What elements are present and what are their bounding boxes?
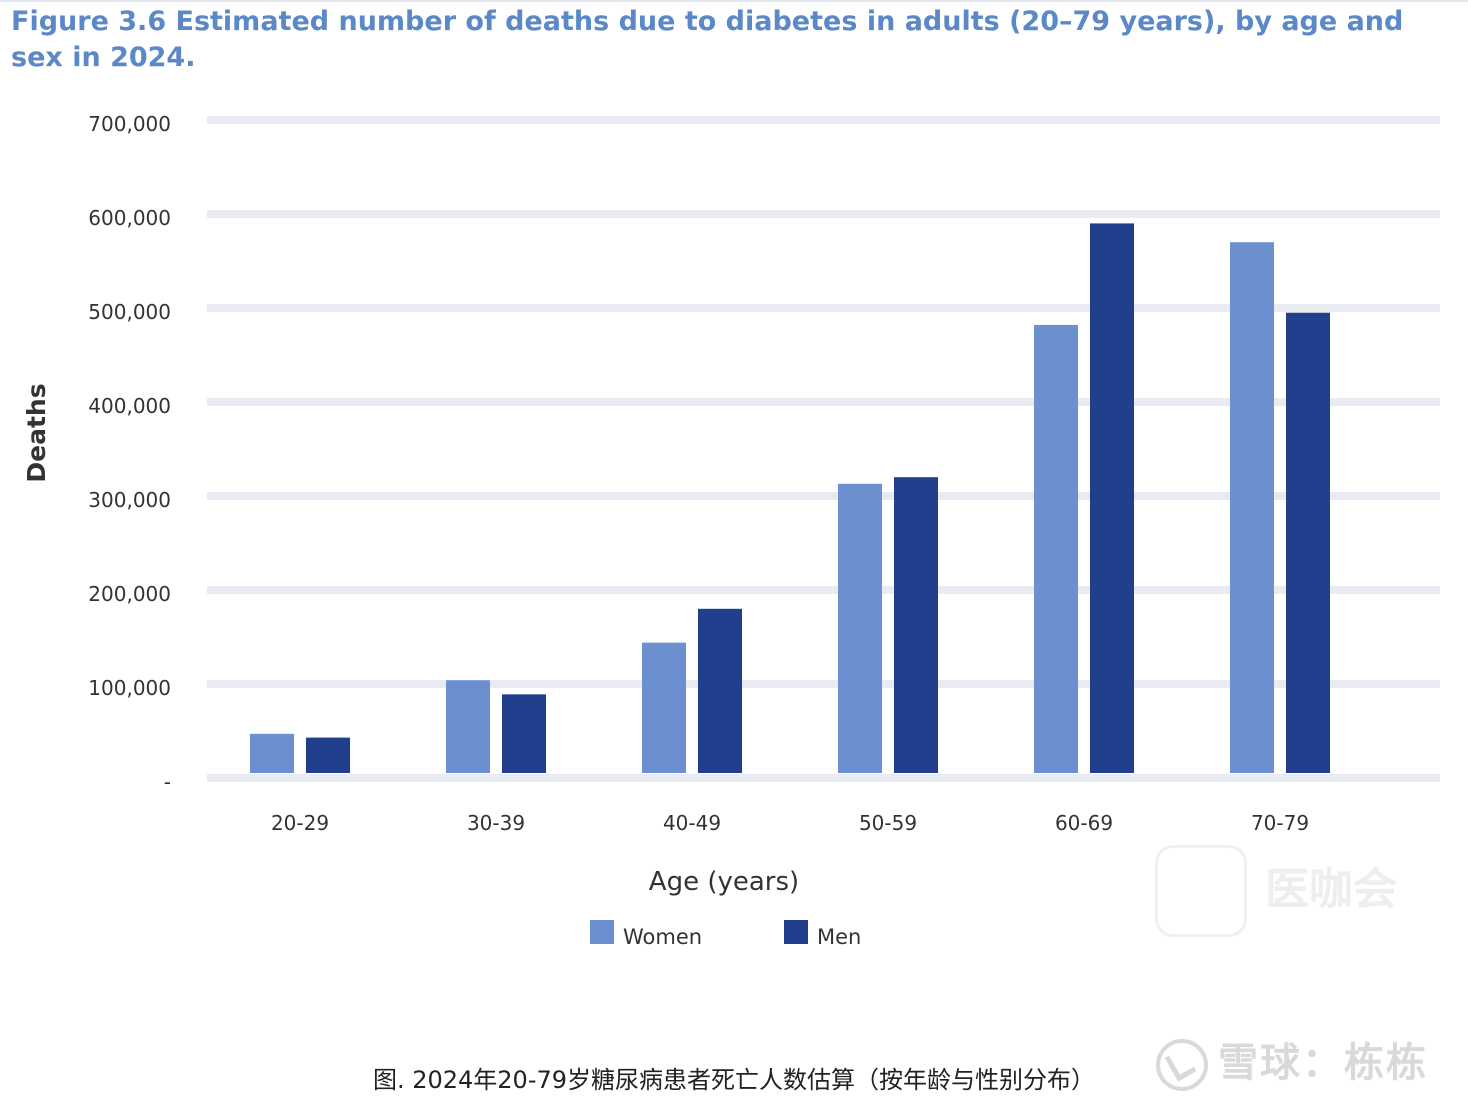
bar-chart: - 100,000 200,000 300,000 400,000 500,000 600,… <box>22 112 1440 949</box>
bar-men-70-79 <box>1286 312 1330 773</box>
chart-title: Figure 3.6 Estimated number of deaths du… <box>11 6 1404 73</box>
x-tick-labels: 20-29 30-39 40-49 50-59 60-69 70-79 <box>271 811 1309 835</box>
bar-men-40-49 <box>698 608 742 773</box>
legend-label-women: Women <box>623 925 702 949</box>
y-axis-label: Deaths <box>22 383 51 482</box>
bars <box>250 223 1330 773</box>
y-tick-label: 600,000 <box>88 206 171 230</box>
ghost-watermark-text: 医咖会 <box>1265 864 1397 915</box>
bar-men-60-69 <box>1090 223 1134 773</box>
y-tick-labels: - 100,000 200,000 300,000 400,000 500,000 600,… <box>88 112 171 794</box>
x-tick-label: 70-79 <box>1251 811 1309 835</box>
watermark: 雪球：栋栋 <box>1156 1030 1428 1091</box>
x-tick-label: 60-69 <box>1055 811 1113 835</box>
y-tick-label: 500,000 <box>88 300 171 324</box>
snowball-logo-icon <box>1156 1039 1208 1091</box>
bar-women-70-79 <box>1230 242 1274 773</box>
figure-caption: 图. 2024年20-79岁糖尿病患者死亡人数估算（按年龄与性别分布） <box>372 1066 1096 1094</box>
y-tick-label: 300,000 <box>88 488 171 512</box>
x-tick-label: 40-49 <box>663 811 721 835</box>
bar-women-50-59 <box>838 483 882 773</box>
legend-swatch-men <box>784 920 808 944</box>
bar-men-20-29 <box>306 737 350 773</box>
legend-label-men: Men <box>817 925 861 949</box>
y-tick-label: 700,000 <box>88 112 171 136</box>
bar-women-30-39 <box>446 680 490 773</box>
y-tick-label: 200,000 <box>88 582 171 606</box>
x-axis-label: Age (years) <box>649 867 799 897</box>
watermark-text: 雪球：栋栋 <box>1218 1040 1428 1086</box>
bar-women-40-49 <box>642 642 686 773</box>
top-rule <box>0 0 1468 2</box>
ghost-logo-icon <box>1155 845 1247 937</box>
y-tick-label: 100,000 <box>88 676 171 700</box>
bar-women-60-69 <box>1034 324 1078 773</box>
ghost-watermark: 医咖会 <box>1155 845 1427 937</box>
bar-men-50-59 <box>894 477 938 773</box>
legend: Women Men <box>590 920 861 949</box>
y-tick-label: 400,000 <box>88 394 171 418</box>
x-tick-label: 20-29 <box>271 811 329 835</box>
y-tick-label: - <box>164 770 171 794</box>
bar-women-20-29 <box>250 733 294 773</box>
legend-swatch-women <box>590 920 614 944</box>
x-tick-label: 50-59 <box>859 811 917 835</box>
bar-men-30-39 <box>502 694 546 773</box>
x-tick-label: 30-39 <box>467 811 525 835</box>
